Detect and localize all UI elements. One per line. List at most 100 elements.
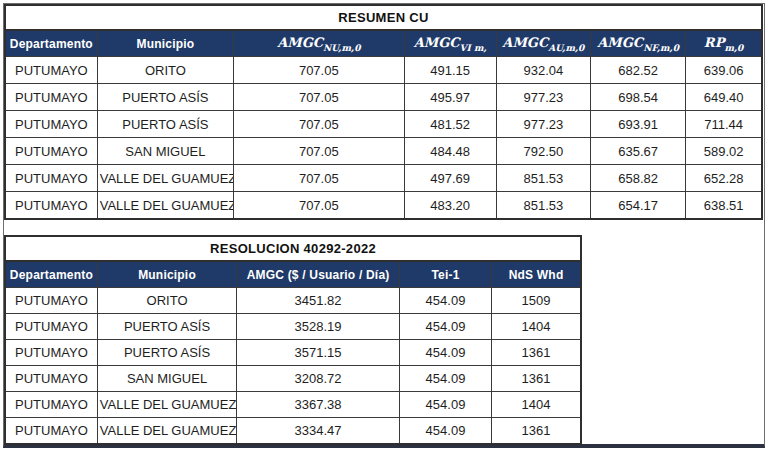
math-sub: NU,m,0 <box>323 42 360 52</box>
table-cell: PUTUMAYO <box>5 366 97 392</box>
table-cell: 1404 <box>492 314 581 340</box>
table-cell: PUTUMAYO <box>5 314 97 340</box>
table-cell: 1509 <box>492 288 581 314</box>
column-header-municipio: Municipio <box>97 261 236 288</box>
table-header-row: Departamento Municipio AMGC ($ / Usuario… <box>5 261 581 288</box>
math-base: AMGC <box>277 35 323 50</box>
table-cell: VALLE DEL GUAMUEZ <box>97 418 236 445</box>
table-cell: 851.53 <box>496 192 590 220</box>
table-cell: SAN MIGUEL <box>97 138 233 165</box>
table-cell: 589.02 <box>686 138 762 165</box>
table-cell: 3528.19 <box>237 314 400 340</box>
table-row: PUTUMAYOVALLE DEL GUAMUEZ707.05483.20851… <box>5 192 762 220</box>
column-header-departamento: Departamento <box>5 30 97 57</box>
table-cell: 454.09 <box>399 418 491 445</box>
table-cell: 649.40 <box>686 84 762 111</box>
column-header-amgc-au: AMGCAU,m,0 <box>496 30 590 57</box>
table-cell: ORITO <box>97 57 233 84</box>
table-cell: PUTUMAYO <box>5 165 97 192</box>
table-cell: 3571.15 <box>237 340 400 366</box>
resumen-cu-title: RESUMEN CU <box>5 5 762 30</box>
table-cell: PUERTO ASÍS <box>97 84 233 111</box>
table-cell: 707.05 <box>234 165 404 192</box>
column-header-amgc-nf: AMGCNF,m,0 <box>590 30 685 57</box>
resolucion-body: PUTUMAYOORITO3451.82454.091509PUTUMAYOPU… <box>5 288 581 445</box>
math-sub: AU,m,0 <box>548 42 584 52</box>
column-header-municipio: Municipio <box>97 30 233 57</box>
table-cell: 698.54 <box>590 84 685 111</box>
table-row: PUTUMAYOPUERTO ASÍS707.05481.52977.23693… <box>5 111 762 138</box>
table-row: PUTUMAYOSAN MIGUEL3208.72454.091361 <box>5 366 581 392</box>
column-header-amgc-vi: AMGCVI m, <box>404 30 496 57</box>
column-header-nds-whd: NdS Whd <box>492 261 581 288</box>
table-cell: 3208.72 <box>237 366 400 392</box>
math-base: AMGC <box>414 35 460 50</box>
outer-frame: RESUMEN CU Departamento Municipio AMGCNU… <box>3 3 765 448</box>
table-cell: PUTUMAYO <box>5 84 97 111</box>
table-cell: 707.05 <box>234 84 404 111</box>
table-cell: 3334.47 <box>237 418 400 445</box>
table-cell: PUTUMAYO <box>5 392 97 418</box>
column-header-tei-1: Tei-1 <box>399 261 491 288</box>
table-cell: 1361 <box>492 340 581 366</box>
table-cell: PUTUMAYO <box>5 288 97 314</box>
table-cell: PUTUMAYO <box>5 138 97 165</box>
table-cell: PUTUMAYO <box>5 340 97 366</box>
table-row: PUTUMAYOORITO3451.82454.091509 <box>5 288 581 314</box>
table-cell: 1361 <box>492 418 581 445</box>
table-cell: 977.23 <box>496 84 590 111</box>
table-cell: VALLE DEL GUAMUEZ <box>97 392 236 418</box>
table-cell: 497.69 <box>404 165 496 192</box>
table-cell: ORITO <box>97 288 236 314</box>
table-cell: SAN MIGUEL <box>97 366 236 392</box>
table-cell: PUERTO ASÍS <box>97 340 236 366</box>
table-cell: 707.05 <box>234 57 404 84</box>
table-cell: 792.50 <box>496 138 590 165</box>
math-base: AMGC <box>502 35 548 50</box>
table-cell: 481.52 <box>404 111 496 138</box>
table-cell: 3367.38 <box>237 392 400 418</box>
table-cell: PUTUMAYO <box>5 111 97 138</box>
table-title-row: RESUMEN CU <box>5 5 762 30</box>
table-cell: 977.23 <box>496 111 590 138</box>
table-title-row: RESOLUCION 40292-2022 <box>5 236 581 261</box>
table-cell: 454.09 <box>399 288 491 314</box>
math-sub: m,0 <box>724 42 743 52</box>
table-row: PUTUMAYOVALLE DEL GUAMUEZ3334.47454.0913… <box>5 418 581 445</box>
resolucion-table: RESOLUCION 40292-2022 Departamento Munic… <box>4 235 582 445</box>
column-header-departamento: Departamento <box>5 261 97 288</box>
table-cell: 707.05 <box>234 138 404 165</box>
table-cell: 693.91 <box>590 111 685 138</box>
resumen-cu-body: PUTUMAYOORITO707.05491.15932.04682.52639… <box>5 57 762 220</box>
table-cell: 654.17 <box>590 192 685 220</box>
table-cell: PUTUMAYO <box>5 418 97 445</box>
table-cell: VALLE DEL GUAMUEZ <box>97 165 233 192</box>
table-cell: 484.48 <box>404 138 496 165</box>
column-header-amgc-usuario-dia: AMGC ($ / Usuario / Día) <box>237 261 400 288</box>
table-cell: 707.05 <box>234 192 404 220</box>
table-cell: 454.09 <box>399 392 491 418</box>
table-row: PUTUMAYOVALLE DEL GUAMUEZ707.05497.69851… <box>5 165 762 192</box>
resumen-cu-table: RESUMEN CU Departamento Municipio AMGCNU… <box>4 4 763 220</box>
table-cell: 707.05 <box>234 111 404 138</box>
table-row: PUTUMAYOVALLE DEL GUAMUEZ3367.38454.0914… <box>5 392 581 418</box>
table-cell: 658.82 <box>590 165 685 192</box>
table-cell: 483.20 <box>404 192 496 220</box>
table-cell: 491.15 <box>404 57 496 84</box>
table-cell: 1404 <box>492 392 581 418</box>
page: RESUMEN CU Departamento Municipio AMGCNU… <box>0 0 768 450</box>
table-cell: 682.52 <box>590 57 685 84</box>
table-cell: 652.28 <box>686 165 762 192</box>
table-header-row: Departamento Municipio AMGCNU,m,0 AMGCVI… <box>5 30 762 57</box>
table-row: PUTUMAYOPUERTO ASÍS3528.19454.091404 <box>5 314 581 340</box>
table-cell: 638.51 <box>686 192 762 220</box>
table-row: PUTUMAYOPUERTO ASÍS707.05495.97977.23698… <box>5 84 762 111</box>
math-base: AMGC <box>597 35 643 50</box>
math-sub: NF,m,0 <box>643 42 679 52</box>
column-header-amgc-nu: AMGCNU,m,0 <box>234 30 404 57</box>
table-cell: 454.09 <box>399 366 491 392</box>
table-cell: 3451.82 <box>237 288 400 314</box>
table-cell: 711.44 <box>686 111 762 138</box>
table-cell: 454.09 <box>399 340 491 366</box>
table-cell: 635.67 <box>590 138 685 165</box>
